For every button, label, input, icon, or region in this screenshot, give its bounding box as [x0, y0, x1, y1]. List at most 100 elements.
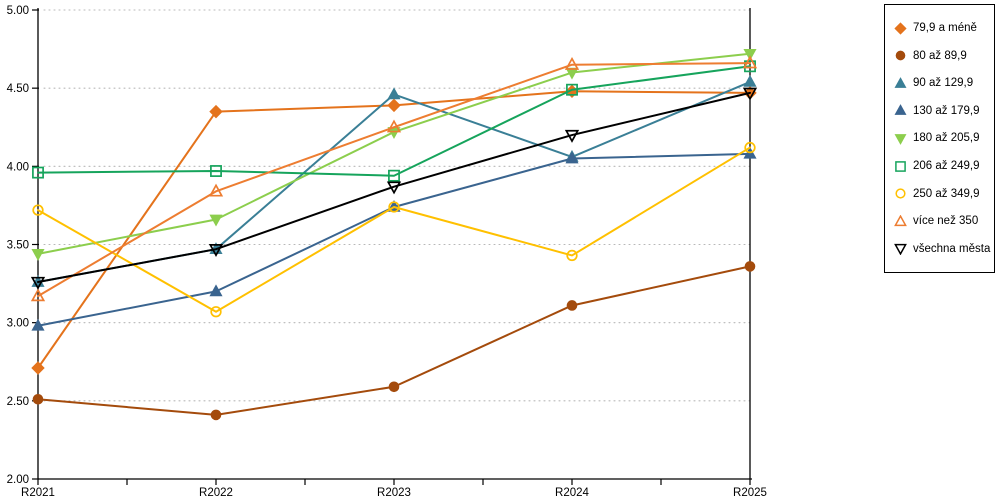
series-line [37, 52, 751, 255]
data-point-triangle-up-marker[interactable] [564, 56, 580, 70]
y-tick-label: 2.00 [7, 474, 29, 486]
data-point-triangle-up-marker[interactable] [387, 87, 401, 100]
legend: 79,9 a méně 80 až 89,9 90 až 129,9 130 až 1… [884, 4, 995, 273]
y-tick-label: 2.50 [7, 396, 29, 408]
y-tick-label: 3.00 [7, 318, 29, 330]
data-point-triangle-down-marker[interactable] [386, 181, 402, 195]
x-tick-label: R2021 [21, 487, 55, 499]
data-point-triangle-down-marker[interactable] [208, 244, 224, 257]
triangle-up-icon [894, 104, 907, 116]
triangle-up-glyph [894, 104, 907, 116]
data-point-triangle-down-marker[interactable] [743, 48, 757, 61]
data-point-diamond-marker[interactable] [31, 361, 45, 375]
diamond-icon [894, 21, 907, 35]
legend-item-label: 130 až 179,9 [913, 104, 980, 117]
square-glyph [895, 160, 906, 172]
series-79-9-a-mene[interactable] [31, 84, 757, 375]
data-point-circle-marker[interactable] [32, 393, 44, 405]
triangle-up-glyph [894, 76, 907, 88]
triangle-down-glyph [894, 244, 907, 256]
triangle-up-icon [894, 214, 907, 226]
data-point-triangle-up-marker[interactable] [565, 151, 579, 164]
y-tick-label: 4.00 [7, 161, 29, 173]
legend-item-vsechna-mesta[interactable]: všechna města [894, 242, 992, 256]
legend-item-label: více než 350 [913, 215, 979, 228]
circle-icon [895, 188, 906, 199]
y-tick-label: 4.50 [7, 83, 29, 95]
x-tick-label: R2025 [733, 487, 767, 499]
triangle-down-icon [894, 244, 907, 256]
legend-item-label: 250 až 349,9 [913, 187, 980, 200]
triangle-up-icon [894, 76, 907, 88]
x-tick-label: R2024 [555, 487, 589, 499]
series-vice-nez-350[interactable] [30, 55, 758, 302]
data-point-circle-marker[interactable] [388, 381, 400, 393]
triangle-up-glyph [894, 214, 907, 226]
data-point-diamond-marker[interactable] [209, 104, 223, 119]
square-icon [895, 160, 906, 172]
legend-item-130-az-179-9[interactable]: 130 až 179,9 [894, 104, 992, 117]
data-point-triangle-up-marker[interactable] [30, 288, 46, 302]
data-point-square-marker[interactable] [388, 169, 400, 182]
y-tick-label: 3.50 [7, 240, 29, 252]
legend-item-180-az-205-9[interactable]: 180 až 205,9 [894, 132, 992, 145]
x-tick-label: R2022 [199, 487, 233, 499]
data-point-circle-marker[interactable] [32, 204, 44, 216]
legend-item-label: 80 až 89,9 [913, 49, 967, 62]
series-206-az-249-9[interactable] [32, 60, 756, 182]
data-point-circle-marker[interactable] [744, 141, 756, 154]
legend-item-79-9-a-mene[interactable]: 79,9 a méně [894, 21, 992, 35]
series-180-az-205-9[interactable] [31, 48, 757, 261]
data-point-triangle-down-marker[interactable] [742, 87, 758, 101]
data-point-square-marker[interactable] [32, 166, 44, 179]
data-point-diamond-marker[interactable] [387, 98, 401, 113]
series-line [37, 91, 751, 284]
series-80-az-89-9[interactable] [32, 261, 756, 421]
legend-item-250-az-349-9[interactable]: 250 až 349,9 [894, 187, 992, 200]
data-point-circle-marker[interactable] [210, 409, 222, 421]
data-point-circle-marker[interactable] [566, 249, 578, 262]
circle-glyph [895, 188, 906, 199]
data-point-triangle-up-marker[interactable] [742, 55, 758, 69]
series-line [37, 146, 751, 313]
series-vsechna-mesta[interactable] [30, 87, 758, 290]
data-point-triangle-down-marker[interactable] [31, 249, 45, 261]
legend-item-vice-nez-350[interactable]: více než 350 [894, 214, 992, 228]
x-tick-label: R2023 [377, 487, 411, 499]
circle-icon [895, 50, 906, 61]
triangle-down-icon [894, 134, 907, 145]
legend-item-206-az-249-9[interactable]: 206 až 249,9 [894, 160, 992, 173]
data-point-circle-marker[interactable] [210, 306, 222, 318]
legend-item-label: všechna města [913, 242, 991, 255]
circle-glyph [895, 50, 906, 61]
data-point-triangle-up-marker[interactable] [743, 74, 757, 87]
data-point-triangle-up-marker[interactable] [208, 183, 224, 197]
triangle-down-glyph [894, 134, 907, 145]
series-line [37, 62, 751, 298]
data-point-triangle-down-marker[interactable] [209, 214, 223, 227]
data-point-triangle-up-marker[interactable] [386, 119, 402, 133]
series-line [37, 152, 751, 327]
data-point-circle-marker[interactable] [566, 300, 578, 311]
legend-item-label: 180 až 205,9 [913, 132, 980, 145]
data-point-triangle-up-marker[interactable] [31, 318, 45, 331]
y-tick-label: 5.00 [7, 5, 29, 17]
data-point-square-marker[interactable] [210, 165, 222, 177]
legend-item-label: 79,9 a méně [913, 22, 977, 35]
data-point-square-marker[interactable] [566, 83, 578, 96]
diamond-glyph [894, 21, 907, 35]
data-point-triangle-up-marker[interactable] [209, 284, 223, 297]
data-point-circle-marker[interactable] [744, 261, 756, 272]
legend-item-label: 206 až 249,9 [913, 160, 980, 173]
data-point-circle-marker[interactable] [388, 201, 400, 213]
legend-item-label: 90 až 129,9 [913, 77, 974, 90]
series-line [37, 65, 751, 177]
data-point-triangle-down-marker[interactable] [564, 129, 580, 143]
series-250-az-349-9[interactable] [32, 141, 756, 318]
series-line [37, 265, 751, 416]
legend-item-80-az-89-9[interactable]: 80 až 89,9 [894, 49, 992, 62]
legend-item-90-az-129-9[interactable]: 90 až 129,9 [894, 76, 992, 90]
data-point-triangle-down-marker[interactable] [30, 276, 46, 290]
